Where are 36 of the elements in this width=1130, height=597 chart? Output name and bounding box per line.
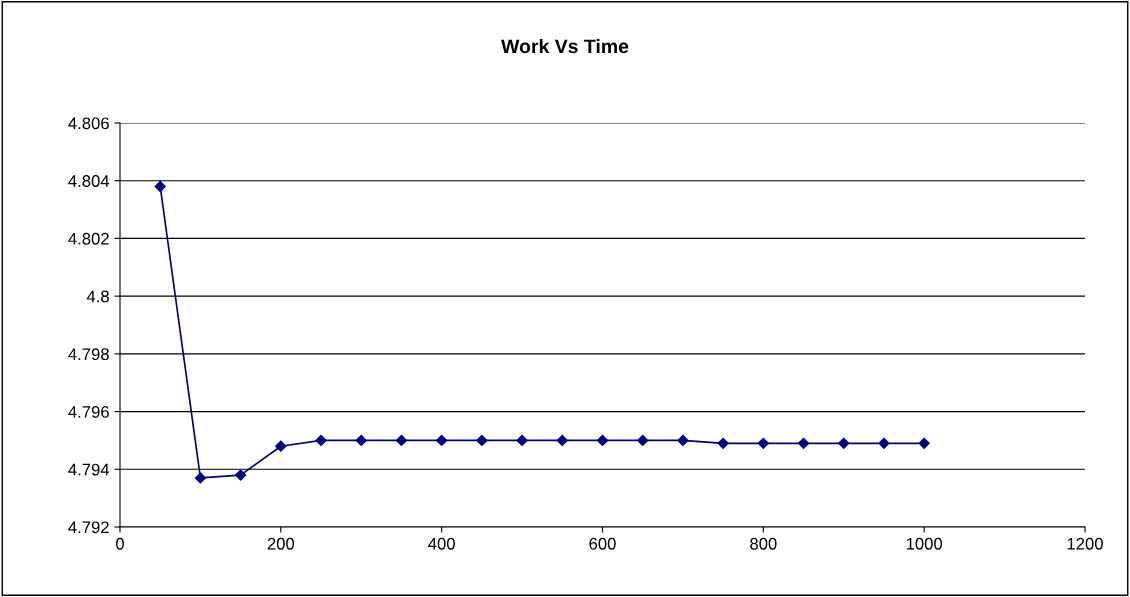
y-tick-label: 4.798 [68,348,109,361]
y-tick-label: 4.804 [68,175,110,187]
point [436,434,448,447]
chart-title: Work Vs Time [501,38,629,54]
x-tick-label: 1000 [906,537,943,550]
point [154,180,166,193]
point [315,434,327,447]
x-tick-label: 0 [116,537,124,550]
point [275,440,287,452]
y-tick-label: 4.794 [68,463,110,476]
y-tick-label: 4.802 [68,232,109,245]
point [395,434,408,447]
point [838,437,850,449]
point [637,434,649,447]
y-tick-label: 4.796 [68,405,109,418]
point [556,434,568,447]
y-tick-label: 4.8 [86,290,109,303]
point [677,434,689,447]
point [476,434,488,447]
x-tick-label: 400 [428,537,455,550]
x-tick-label: 800 [750,537,777,550]
x-tick-label: 600 [589,537,616,550]
point [717,437,729,449]
point [797,437,810,449]
point [516,434,528,447]
point [878,437,890,449]
x-tick-label: 1200 [1067,537,1103,550]
point [918,437,930,449]
point [194,472,207,484]
point [757,437,769,449]
y-tick-label: 4.806 [68,117,109,130]
point [596,434,609,447]
point [235,469,247,481]
y-tick-label: 4.792 [68,521,109,534]
point [355,434,367,447]
x-tick-label: 200 [267,537,295,550]
